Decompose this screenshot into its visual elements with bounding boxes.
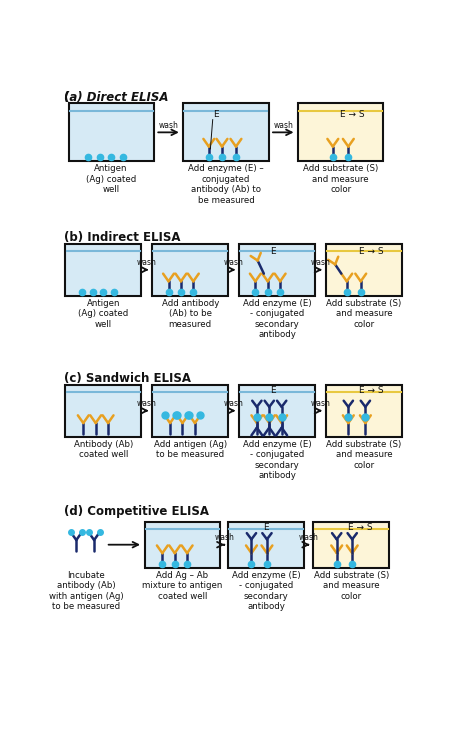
- Text: (d) Competitive ELISA: (d) Competitive ELISA: [64, 506, 209, 518]
- Text: wash: wash: [224, 258, 244, 267]
- Text: Antibody (Ab)
coated well: Antibody (Ab) coated well: [74, 440, 133, 459]
- Text: wash: wash: [299, 534, 319, 542]
- Text: E → S: E → S: [359, 386, 384, 396]
- Text: E → S: E → S: [340, 110, 365, 119]
- Text: Add enzyme (E)
- conjugated
secondary
antibody: Add enzyme (E) - conjugated secondary an…: [243, 299, 311, 339]
- Bar: [326, 385, 402, 437]
- Bar: [152, 385, 228, 437]
- Bar: [65, 385, 141, 437]
- Text: Add antibody
(Ab) to be
measured: Add antibody (Ab) to be measured: [162, 299, 219, 329]
- Text: wash: wash: [159, 121, 179, 130]
- Text: E: E: [270, 386, 276, 396]
- Text: Add substrate (S)
and measure
color: Add substrate (S) and measure color: [314, 571, 389, 600]
- Text: Antigen
(Ag) coated
well: Antigen (Ag) coated well: [86, 164, 137, 194]
- Text: Add substrate (S)
and measure
color: Add substrate (S) and measure color: [326, 299, 401, 329]
- Text: wash: wash: [310, 399, 330, 408]
- Bar: [65, 244, 141, 296]
- Text: Incubate
antibody (Ab)
with antigen (Ag)
to be measured: Incubate antibody (Ab) with antigen (Ag)…: [49, 571, 124, 611]
- Text: Add substrate (S)
and measure
color: Add substrate (S) and measure color: [326, 440, 401, 470]
- Text: E → S: E → S: [359, 247, 384, 256]
- Bar: [152, 244, 228, 296]
- Text: Add substrate (S)
and measure
color: Add substrate (S) and measure color: [303, 164, 378, 194]
- Text: wash: wash: [137, 258, 157, 267]
- Text: Add enzyme (E)
- conjugated
secondary
antibody: Add enzyme (E) - conjugated secondary an…: [232, 571, 301, 611]
- Text: Add Ag – Ab
mixture to antigen
coated well: Add Ag – Ab mixture to antigen coated we…: [142, 571, 223, 600]
- Text: E → S: E → S: [348, 523, 373, 532]
- Text: wash: wash: [310, 258, 330, 267]
- Text: wash: wash: [224, 399, 244, 408]
- Text: Add antigen (Ag)
to be measured: Add antigen (Ag) to be measured: [154, 440, 227, 459]
- Text: Add enzyme (E)
- conjugated
secondary
antibody: Add enzyme (E) - conjugated secondary an…: [243, 440, 311, 480]
- Text: E: E: [264, 523, 269, 532]
- Text: (: (: [64, 91, 69, 104]
- Text: E: E: [213, 110, 219, 119]
- Text: Add enzyme (E) –
conjugated
antibody (Ab) to
be measured: Add enzyme (E) – conjugated antibody (Ab…: [188, 164, 264, 205]
- Bar: [228, 522, 304, 568]
- Text: (a) Direct ELISA: (a) Direct ELISA: [64, 91, 168, 104]
- Text: Antigen
(Ag) coated
well: Antigen (Ag) coated well: [78, 299, 128, 329]
- Text: wash: wash: [137, 399, 157, 408]
- Bar: [239, 385, 315, 437]
- Text: (b) Indirect ELISA: (b) Indirect ELISA: [64, 231, 181, 244]
- Bar: [298, 103, 383, 161]
- Bar: [69, 103, 154, 161]
- Text: E: E: [270, 247, 276, 256]
- Text: wash: wash: [214, 534, 234, 542]
- Bar: [183, 103, 268, 161]
- Bar: [326, 244, 402, 296]
- Bar: [145, 522, 220, 568]
- Bar: [239, 244, 315, 296]
- Bar: [313, 522, 390, 568]
- Text: (c) Sandwich ELISA: (c) Sandwich ELISA: [64, 372, 191, 385]
- Text: wash: wash: [273, 121, 293, 130]
